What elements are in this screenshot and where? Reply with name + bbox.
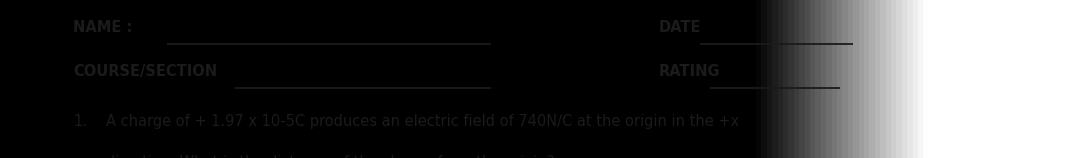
Text: direction. What is the distance of the charge from the origin?: direction. What is the distance of the c… (106, 155, 554, 158)
Text: NAME :: NAME : (73, 20, 133, 35)
Text: 1.: 1. (73, 114, 87, 129)
Text: RATING: RATING (659, 64, 720, 79)
Text: DATE: DATE (659, 20, 701, 35)
Text: A charge of + 1.97 x 10-5C produces an electric field of 740N/C at the origin in: A charge of + 1.97 x 10-5C produces an e… (106, 114, 739, 129)
Text: COURSE/SECTION: COURSE/SECTION (73, 64, 217, 79)
